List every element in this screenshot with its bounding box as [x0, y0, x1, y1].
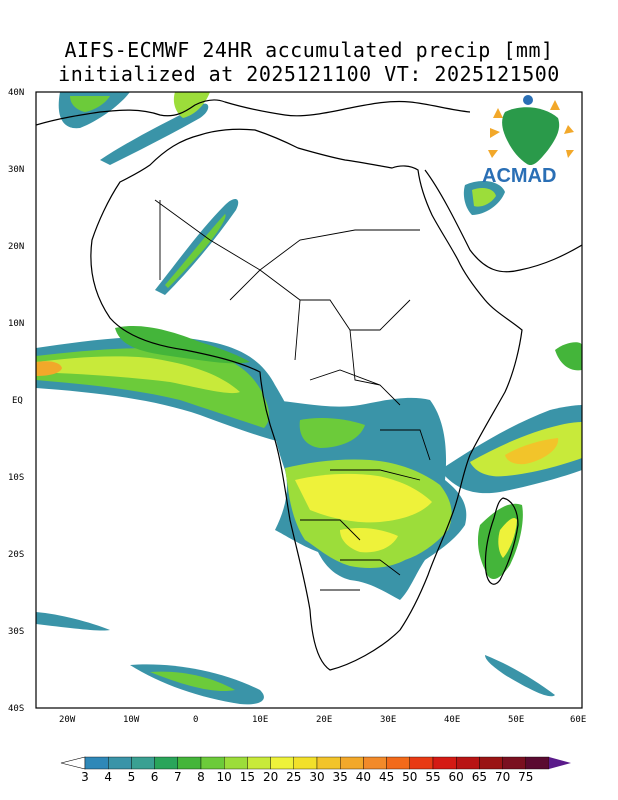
colorbar-swatch	[502, 756, 527, 770]
precip-horn	[555, 342, 582, 371]
arabia-coastline	[424, 169, 582, 273]
colorbar-label: 5	[128, 770, 136, 784]
lon-label: 60E	[570, 715, 586, 725]
lat-label: 10N	[8, 319, 24, 329]
lat-label: 40S	[8, 704, 24, 714]
colorbar-label: 3	[81, 770, 89, 784]
colorbar-swatch	[525, 756, 550, 770]
precip-indian-ocean-core	[505, 438, 559, 465]
lat-label: 30N	[8, 165, 24, 175]
lat-axis: 40N 30N 20N 10N EQ 10S 20S 30S 40S	[8, 88, 24, 714]
colorbar-label: 50	[402, 770, 417, 784]
precip-south-ocean-3	[485, 655, 555, 697]
colorbar-under-triangle	[60, 756, 86, 770]
colorbar-label: 10	[217, 770, 232, 784]
colorbar-swatch	[200, 756, 225, 770]
colorbar-label: 35	[333, 770, 348, 784]
lat-label: 20S	[8, 550, 24, 560]
colorbar-swatch	[479, 756, 503, 770]
colorbar-label: 20	[263, 770, 278, 784]
map-title-line1: AIFS-ECMWF 24HR accumulated precip [mm]	[64, 38, 554, 62]
colorbar-label: 15	[240, 770, 255, 784]
precip-south-atlantic	[36, 612, 110, 631]
sun-rays-icon	[488, 100, 574, 158]
madagascar-coastline	[484, 497, 519, 585]
colorbar-label: 40	[356, 770, 371, 784]
colorbar-label: 25	[286, 770, 301, 784]
colorbar-swatch	[363, 756, 387, 770]
colorbar-swatch	[340, 756, 364, 770]
lon-label: 20W	[59, 715, 76, 725]
colorbar-label: 60	[449, 770, 464, 784]
lat-label: EQ	[12, 396, 23, 406]
colorbar: 3 4 5 6 7 8 10 15 20 25 30 35 40 45 50 55 60 65 70 75	[60, 756, 571, 784]
colorbar-swatch	[456, 756, 480, 770]
drop-icon	[523, 95, 533, 105]
precip-madagascar-core	[498, 518, 517, 558]
acmad-logo-text: ACMAD	[482, 165, 556, 187]
map-title-line2: initialized at 2025121100 VT: 2025121500	[58, 62, 560, 86]
precip-sahara-streak-inner	[165, 214, 226, 288]
colorbar-swatch	[247, 756, 271, 770]
precip-south-ocean-2	[150, 671, 235, 692]
colorbar-swatch	[131, 756, 155, 770]
colorbar-label: 7	[174, 770, 182, 784]
colorbar-label: 70	[495, 770, 510, 784]
colorbar-label: 45	[379, 770, 394, 784]
colorbar-swatch	[293, 756, 318, 770]
precip-iberia-inner	[70, 96, 110, 112]
precip-band-atlantic-core	[36, 356, 240, 394]
precip-northwest	[100, 103, 209, 165]
colorbar-swatch	[270, 756, 295, 770]
precip-band-atlantic-max	[36, 361, 62, 376]
colorbar-swatch	[84, 756, 109, 770]
colorbar-label: 4	[104, 770, 112, 784]
colorbar-label: 6	[151, 770, 159, 784]
lon-label: 10E	[252, 715, 268, 725]
africa-silhouette-icon	[502, 107, 560, 166]
precip-fields	[36, 92, 582, 705]
coastlines	[36, 99, 582, 671]
precip-gulf-guinea	[115, 325, 250, 364]
europe-coastline	[36, 99, 471, 126]
africa-coastline	[90, 128, 523, 671]
colorbar-swatch	[107, 756, 132, 770]
colorbar-swatch	[316, 756, 341, 770]
colorbar-swatch	[177, 756, 202, 770]
lon-label: 40E	[444, 715, 460, 725]
precip-central-africa-core	[295, 473, 432, 523]
lon-label: 20E	[316, 715, 332, 725]
lat-label: 20N	[8, 242, 24, 252]
colorbar-swatch	[154, 756, 179, 770]
acmad-logo: ACMAD	[482, 95, 574, 187]
colorbar-over-triangle	[549, 757, 571, 769]
precip-arabia-inner	[472, 188, 496, 207]
lat-label: 40N	[8, 88, 24, 98]
lon-label: 0	[193, 715, 198, 725]
colorbar-label: 55	[425, 770, 440, 784]
colorbar-swatch	[223, 756, 248, 770]
precip-congo-patches	[299, 417, 365, 448]
lon-label: 50E	[508, 715, 524, 725]
lon-label: 30E	[380, 715, 396, 725]
colorbar-label: 65	[472, 770, 487, 784]
lat-label: 10S	[8, 473, 24, 483]
colorbar-label: 75	[518, 770, 533, 784]
map-frame	[35, 91, 583, 709]
colorbar-label: 8	[197, 770, 205, 784]
precip-italy	[173, 92, 210, 118]
colorbar-swatch	[432, 756, 457, 770]
colorbar-label: 30	[309, 770, 324, 784]
colorbar-swatch	[386, 756, 411, 770]
lon-axis: 20W 10W 0 10E 20E 30E 40E 50E 60E	[59, 715, 586, 725]
lon-label: 10W	[123, 715, 140, 725]
lat-label: 30S	[8, 627, 24, 637]
border-lines	[154, 199, 431, 591]
colorbar-swatch	[409, 756, 434, 770]
